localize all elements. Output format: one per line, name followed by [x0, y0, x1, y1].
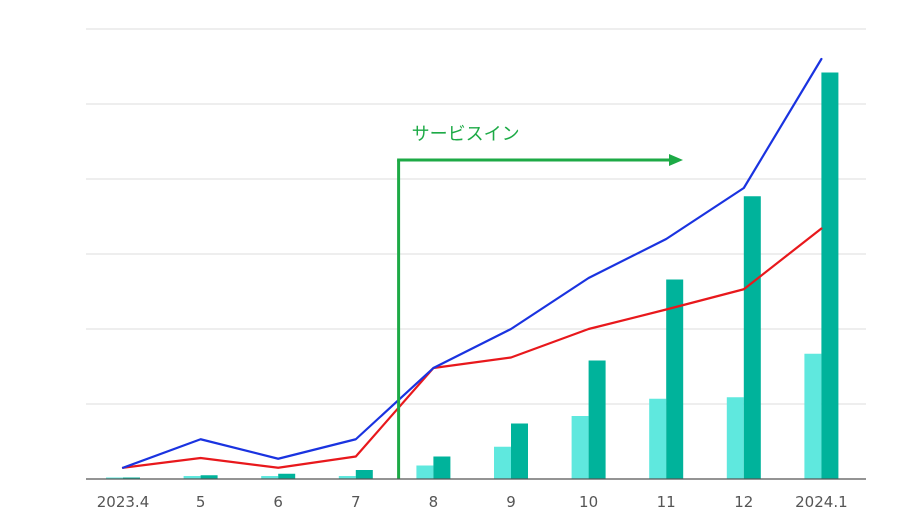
- bar-dark-1: [200, 475, 218, 479]
- x-tick-label: 5: [196, 493, 206, 511]
- bar-dark-7: [666, 279, 684, 479]
- x-tick-label: 10: [579, 493, 598, 511]
- bar-dark-4: [433, 456, 451, 479]
- bar-dark-8: [743, 196, 761, 479]
- annotation-label: サービスイン: [412, 124, 520, 145]
- x-tick-label: 11: [657, 493, 676, 511]
- lines: [121, 57, 823, 469]
- bar-light-3: [338, 476, 356, 479]
- bar-dark-0: [123, 477, 140, 479]
- bar-light-2: [261, 476, 279, 479]
- line-series-red: [121, 227, 823, 469]
- bar-light-9: [804, 353, 822, 479]
- bar-light-7: [649, 398, 667, 479]
- bar-light-6: [571, 416, 589, 479]
- bar-light-4: [416, 465, 434, 479]
- bar-light-1: [183, 476, 201, 479]
- x-tick-label: 12: [734, 493, 753, 511]
- x-tick-label: 2023.4: [97, 493, 150, 511]
- bar-dark-2: [278, 473, 296, 479]
- x-tick-labels: 2023.4 5 6 7 8 9 10 11 12 2024.1: [97, 493, 848, 511]
- bar-dark-5: [511, 423, 528, 479]
- x-tick-label: 9: [506, 493, 516, 511]
- bar-light-8: [726, 397, 744, 479]
- annotation-arrow-head: [669, 154, 683, 166]
- bar-dark-3: [355, 470, 373, 479]
- bar-light-0: [106, 477, 123, 479]
- line-series-blue: [121, 57, 823, 469]
- bar-dark-9: [821, 72, 839, 479]
- x-tick-label: 2024.1: [795, 493, 848, 511]
- x-tick-label: 7: [351, 493, 361, 511]
- service-in-annotation: サービスイン: [397, 124, 683, 479]
- x-tick-label: 6: [273, 493, 283, 511]
- bars: [106, 72, 839, 479]
- bar-light-5: [494, 446, 511, 479]
- bar-dark-6: [588, 360, 606, 479]
- x-tick-label: 8: [429, 493, 439, 511]
